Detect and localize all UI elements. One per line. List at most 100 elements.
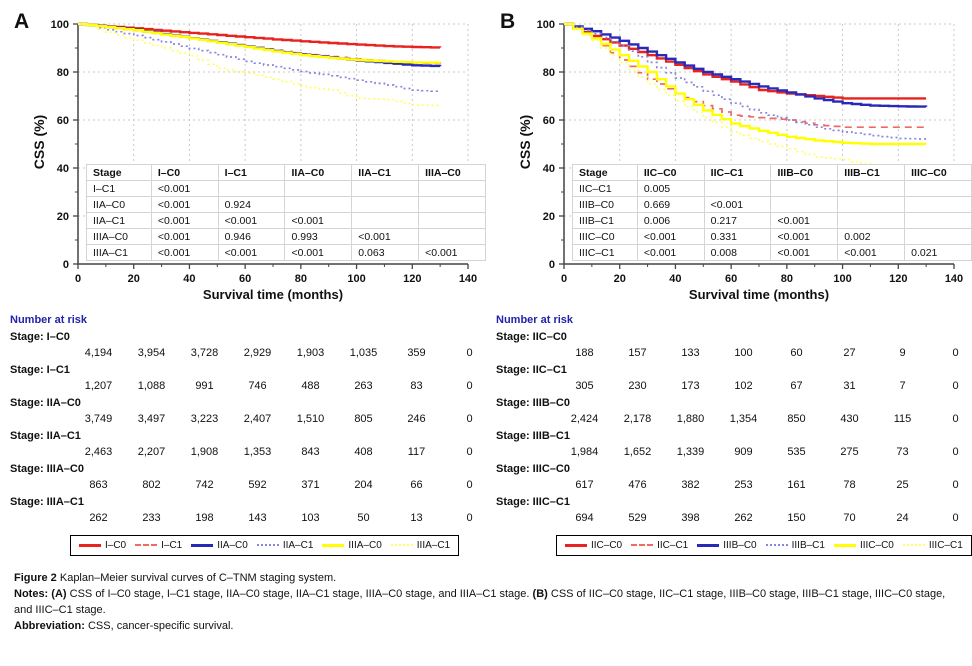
risk-count: 117 [407,446,426,458]
note-a-label: (A) [51,587,67,600]
risk-count: 529 [628,512,647,524]
risk-count: 66 [410,479,423,491]
legend-label: I–C1 [161,539,183,551]
risk-count: 230 [628,380,647,392]
risk-counts-row: 4,194 3,954 3,728 2,929 1,903 1,035 359 0 [72,345,486,362]
risk-count: 0 [466,512,473,524]
legend-label: IIIB–C0 [723,539,757,551]
risk-count: 1,339 [676,446,705,458]
risk-count: 3,497 [137,413,166,425]
pvalue-row: IIA–C1 <0.001 <0.001 <0.001 [86,212,486,229]
panel-letter-a: A [14,10,30,33]
risk-count: 0 [466,479,473,491]
risk-count: 70 [843,512,856,524]
risk-count: 305 [575,380,594,392]
note-a-text: CSS of I–C0 stage, I–C1 stage, IIA–C0 st… [69,587,530,600]
risk-count: 0 [466,413,473,425]
x-tick-label: 120 [889,273,907,285]
legend-item: IIA–C1 [256,540,313,551]
km-chart-a: 0 20 40 60 80 100 120 140 0 20 40 60 80 100 [51,19,478,285]
risk-count: 2,178 [623,413,652,425]
x-axis-label-b: Survival time (months) [688,287,830,302]
pvalue-row-label: IIA–C0 [86,196,152,213]
legend-line-sample-icon [322,543,345,547]
pvalue-cell: <0.001 [150,228,219,245]
pvalue-cell: <0.001 [636,228,705,245]
pvalue-cell [770,196,839,213]
note-b-label: (B) [532,587,548,600]
pvalue-cell [904,196,972,213]
risk-count: 0 [466,380,473,392]
x-tick-label: 100 [347,273,365,285]
x-tick-label: 20 [128,273,140,285]
x-tick-label: 80 [781,273,793,285]
km-curve-IIC–C0 [564,22,927,100]
legend-label: IIC–C0 [591,539,623,551]
risk-group-label: Stage: IIA–C1 [10,429,81,442]
risk-group-label: Stage: IIIC–C1 [496,495,570,508]
pvalue-cell: <0.001 [636,244,705,261]
risk-count: 592 [248,479,267,491]
risk-groups-a: Stage: I–C0 4,194 3,954 3,728 2,929 1,903 1,03… [0,329,486,527]
risk-count: 382 [681,479,700,491]
pvalue-cell [217,180,286,197]
risk-counts-row: 188 157 133 100 60 27 9 0 [558,345,972,362]
legend-line-sample-icon [256,544,279,546]
legend-box-a: I–C0 I–C1 IIA–C0 IIA–C1 IIIA–C0 IIIA–C1 [70,534,460,556]
risk-group-label: Stage: IIIB–C0 [496,396,570,409]
risk-counts-row: 1,207 1,088 991 746 488 263 83 0 [72,378,486,395]
risk-group-label: Stage: I–C1 [10,363,70,376]
risk-count: 1,880 [676,413,705,425]
risk-count: 909 [734,446,753,458]
risk-count: 0 [952,446,959,458]
risk-counts-row: 863 802 742 592 371 204 66 0 [72,477,486,494]
x-tick-label: 120 [403,273,421,285]
x-tick-label: 60 [725,273,737,285]
risk-group-label: Stage: IIIC–C0 [496,462,570,475]
risk-count: 1,652 [623,446,652,458]
pvalue-header-cell: Stage [86,164,152,181]
chart-area-a: A CSS (%) 0 20 40 60 80 100 120 140 0 20 40 60 80 100… [0,6,486,308]
pvalue-header-cell: IIIA–C0 [418,164,486,181]
pvalue-cell [284,180,353,197]
x-tick-label: 80 [295,273,307,285]
legend-item: IIIB–C0 [697,539,757,551]
pvalue-cell: 0.021 [904,244,972,261]
risk-count: 1,035 [349,347,378,359]
risk-count: 430 [840,413,859,425]
panel-letter-b: B [500,10,516,33]
risk-count: 50 [357,512,370,524]
risk-group-label: Stage: I–C0 [10,330,70,343]
x-tick-label: 40 [183,273,195,285]
risk-counts-row: 2,424 2,178 1,880 1,354 850 430 115 0 [558,411,972,428]
caption-title-line: Figure 2 Kaplan–Meier survival curves of… [14,570,964,586]
pvalue-cell [284,196,353,213]
pvalue-cell [418,212,486,229]
pvalue-row-label: IIIB–C1 [572,212,638,229]
chart-area-b: B CSS (%) 0 20 40 60 80 100 120 140 0 20 40 60 80 100… [486,6,972,308]
risk-count: 73 [896,446,909,458]
risk-count: 2,424 [570,413,599,425]
legend-label: IIIC–C0 [859,539,894,551]
risk-count: 173 [681,380,700,392]
risk-count: 4,194 [84,347,113,359]
caption-notes-line: Notes: (A) CSS of I–C0 stage, I–C1 stage… [14,586,964,618]
pvalue-row: IIIA–C0 <0.001 0.946 0.993 <0.001 [86,228,486,245]
risk-count: 2,207 [137,446,166,458]
pvalue-cell [418,228,486,245]
risk-count: 1,510 [296,413,325,425]
legend-item: IIIC–C1 [902,540,963,551]
y-tick-label: 20 [57,211,69,223]
km-curve-IIIA–C0 [78,22,442,64]
risk-counts-row: 305 230 173 102 67 31 7 0 [558,378,972,395]
risk-count: 157 [628,347,647,359]
pvalue-row-label: I–C1 [86,180,152,197]
pvalue-row: IIIB–C1 0.006 0.217 <0.001 [572,212,972,229]
y-tick-label: 0 [549,259,555,271]
pvalue-cell [418,180,486,197]
legend-line-sample-icon [697,543,720,547]
pvalue-header-cell: Stage [572,164,638,181]
y-tick-label: 0 [63,259,69,271]
pvalue-cell: 0.217 [703,212,772,229]
note-b-text: CSS of IIC–C0 stage, IIC–C1 stage, IIIB–… [14,587,946,616]
